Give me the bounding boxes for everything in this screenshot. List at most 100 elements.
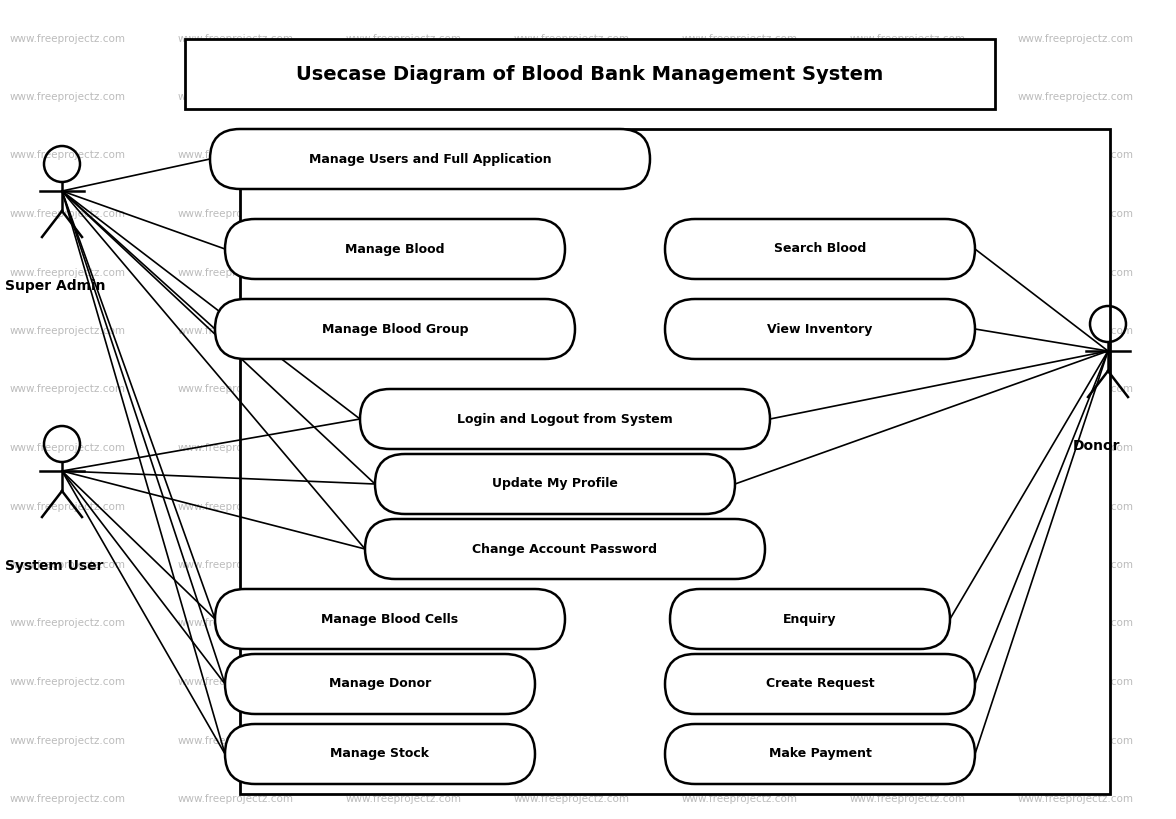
Text: www.freeprojectz.com: www.freeprojectz.com (682, 268, 799, 278)
FancyBboxPatch shape (375, 454, 735, 514)
Text: www.freeprojectz.com: www.freeprojectz.com (11, 326, 126, 336)
Text: www.freeprojectz.com: www.freeprojectz.com (178, 209, 294, 219)
Text: Search Blood: Search Blood (774, 242, 867, 256)
Text: www.freeprojectz.com: www.freeprojectz.com (11, 735, 126, 745)
FancyBboxPatch shape (670, 589, 950, 649)
Text: www.freeprojectz.com: www.freeprojectz.com (11, 677, 126, 687)
Text: www.freeprojectz.com: www.freeprojectz.com (850, 34, 965, 43)
FancyBboxPatch shape (215, 299, 575, 359)
Text: www.freeprojectz.com: www.freeprojectz.com (178, 92, 294, 102)
Text: www.freeprojectz.com: www.freeprojectz.com (178, 268, 294, 278)
Text: Change Account Password: Change Account Password (473, 542, 657, 555)
Text: www.freeprojectz.com: www.freeprojectz.com (514, 794, 630, 804)
Text: www.freeprojectz.com: www.freeprojectz.com (514, 560, 630, 570)
Text: www.freeprojectz.com: www.freeprojectz.com (850, 735, 965, 745)
Text: www.freeprojectz.com: www.freeprojectz.com (850, 560, 965, 570)
FancyBboxPatch shape (664, 219, 975, 279)
Text: www.freeprojectz.com: www.freeprojectz.com (682, 151, 799, 161)
Text: www.freeprojectz.com: www.freeprojectz.com (850, 151, 965, 161)
Text: www.freeprojectz.com: www.freeprojectz.com (1018, 560, 1134, 570)
Text: www.freeprojectz.com: www.freeprojectz.com (1018, 326, 1134, 336)
Text: Make Payment: Make Payment (769, 748, 871, 761)
Text: www.freeprojectz.com: www.freeprojectz.com (11, 92, 126, 102)
Text: www.freeprojectz.com: www.freeprojectz.com (346, 151, 462, 161)
FancyBboxPatch shape (225, 654, 535, 714)
Text: www.freeprojectz.com: www.freeprojectz.com (178, 384, 294, 395)
Text: www.freeprojectz.com: www.freeprojectz.com (11, 501, 126, 512)
FancyBboxPatch shape (365, 519, 766, 579)
FancyBboxPatch shape (664, 299, 975, 359)
Text: Usecase Diagram of Blood Bank Management System: Usecase Diagram of Blood Bank Management… (296, 65, 883, 84)
Text: www.freeprojectz.com: www.freeprojectz.com (346, 618, 462, 628)
Text: www.freeprojectz.com: www.freeprojectz.com (850, 794, 965, 804)
Text: Update My Profile: Update My Profile (492, 477, 617, 491)
Text: www.freeprojectz.com: www.freeprojectz.com (346, 326, 462, 336)
Text: www.freeprojectz.com: www.freeprojectz.com (682, 618, 799, 628)
Text: www.freeprojectz.com: www.freeprojectz.com (514, 677, 630, 687)
Text: www.freeprojectz.com: www.freeprojectz.com (1018, 794, 1134, 804)
Text: www.freeprojectz.com: www.freeprojectz.com (682, 501, 799, 512)
Text: www.freeprojectz.com: www.freeprojectz.com (514, 501, 630, 512)
FancyBboxPatch shape (240, 129, 1110, 794)
Text: www.freeprojectz.com: www.freeprojectz.com (514, 209, 630, 219)
FancyBboxPatch shape (360, 389, 770, 449)
Text: www.freeprojectz.com: www.freeprojectz.com (850, 501, 965, 512)
Text: Manage Users and Full Application: Manage Users and Full Application (308, 152, 552, 165)
Text: www.freeprojectz.com: www.freeprojectz.com (178, 560, 294, 570)
Text: www.freeprojectz.com: www.freeprojectz.com (346, 501, 462, 512)
Text: www.freeprojectz.com: www.freeprojectz.com (682, 735, 799, 745)
Text: Manage Stock: Manage Stock (330, 748, 429, 761)
Text: Manage Blood Cells: Manage Blood Cells (321, 613, 459, 626)
Text: www.freeprojectz.com: www.freeprojectz.com (11, 34, 126, 43)
Text: www.freeprojectz.com: www.freeprojectz.com (850, 384, 965, 395)
Text: www.freeprojectz.com: www.freeprojectz.com (178, 618, 294, 628)
Text: Manage Blood: Manage Blood (346, 242, 445, 256)
Text: www.freeprojectz.com: www.freeprojectz.com (682, 209, 799, 219)
Text: www.freeprojectz.com: www.freeprojectz.com (514, 735, 630, 745)
Text: www.freeprojectz.com: www.freeprojectz.com (682, 34, 799, 43)
Text: www.freeprojectz.com: www.freeprojectz.com (1018, 151, 1134, 161)
Text: www.freeprojectz.com: www.freeprojectz.com (346, 92, 462, 102)
Text: www.freeprojectz.com: www.freeprojectz.com (346, 735, 462, 745)
Text: Login and Logout from System: Login and Logout from System (457, 413, 673, 426)
Text: www.freeprojectz.com: www.freeprojectz.com (346, 560, 462, 570)
Text: www.freeprojectz.com: www.freeprojectz.com (514, 384, 630, 395)
FancyBboxPatch shape (211, 129, 650, 189)
Text: www.freeprojectz.com: www.freeprojectz.com (1018, 501, 1134, 512)
Text: www.freeprojectz.com: www.freeprojectz.com (11, 443, 126, 453)
FancyBboxPatch shape (664, 724, 975, 784)
Text: www.freeprojectz.com: www.freeprojectz.com (514, 326, 630, 336)
Text: www.freeprojectz.com: www.freeprojectz.com (514, 34, 630, 43)
Text: www.freeprojectz.com: www.freeprojectz.com (1018, 443, 1134, 453)
Text: www.freeprojectz.com: www.freeprojectz.com (514, 618, 630, 628)
Text: www.freeprojectz.com: www.freeprojectz.com (11, 209, 126, 219)
Text: www.freeprojectz.com: www.freeprojectz.com (850, 326, 965, 336)
Text: Super Admin: Super Admin (5, 279, 106, 293)
Text: www.freeprojectz.com: www.freeprojectz.com (850, 443, 965, 453)
Text: www.freeprojectz.com: www.freeprojectz.com (1018, 268, 1134, 278)
Text: www.freeprojectz.com: www.freeprojectz.com (850, 268, 965, 278)
Text: www.freeprojectz.com: www.freeprojectz.com (1018, 209, 1134, 219)
Text: www.freeprojectz.com: www.freeprojectz.com (11, 560, 126, 570)
Text: Manage Blood Group: Manage Blood Group (322, 323, 468, 336)
Text: www.freeprojectz.com: www.freeprojectz.com (1018, 384, 1134, 395)
Text: System User: System User (5, 559, 103, 573)
Text: www.freeprojectz.com: www.freeprojectz.com (346, 384, 462, 395)
FancyBboxPatch shape (225, 724, 535, 784)
Text: www.freeprojectz.com: www.freeprojectz.com (11, 384, 126, 395)
Text: www.freeprojectz.com: www.freeprojectz.com (346, 34, 462, 43)
Text: www.freeprojectz.com: www.freeprojectz.com (850, 677, 965, 687)
Text: www.freeprojectz.com: www.freeprojectz.com (346, 443, 462, 453)
Text: www.freeprojectz.com: www.freeprojectz.com (514, 443, 630, 453)
Text: www.freeprojectz.com: www.freeprojectz.com (346, 268, 462, 278)
Text: www.freeprojectz.com: www.freeprojectz.com (178, 326, 294, 336)
Text: www.freeprojectz.com: www.freeprojectz.com (178, 34, 294, 43)
Text: www.freeprojectz.com: www.freeprojectz.com (514, 92, 630, 102)
Text: www.freeprojectz.com: www.freeprojectz.com (346, 209, 462, 219)
Text: View Inventory: View Inventory (767, 323, 873, 336)
Text: www.freeprojectz.com: www.freeprojectz.com (11, 618, 126, 628)
FancyBboxPatch shape (215, 589, 564, 649)
Text: www.freeprojectz.com: www.freeprojectz.com (514, 151, 630, 161)
Text: www.freeprojectz.com: www.freeprojectz.com (1018, 34, 1134, 43)
Text: www.freeprojectz.com: www.freeprojectz.com (682, 677, 799, 687)
